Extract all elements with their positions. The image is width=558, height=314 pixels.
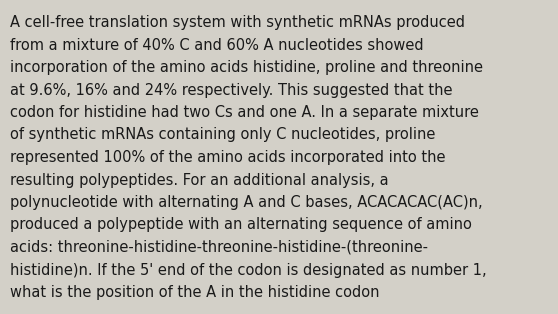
Text: resulting polypeptides. For an additional analysis, a: resulting polypeptides. For an additiona… [10, 172, 388, 187]
Text: what is the position of the A in the histidine codon: what is the position of the A in the his… [10, 285, 379, 300]
Text: polynucleotide with alternating A and C bases, ACACACAC(AC)n,: polynucleotide with alternating A and C … [10, 195, 483, 210]
Text: codon for histidine had two Cs and one A. In a separate mixture: codon for histidine had two Cs and one A… [10, 105, 479, 120]
Text: of synthetic mRNAs containing only C nucleotides, proline: of synthetic mRNAs containing only C nuc… [10, 127, 435, 143]
Text: A cell-free translation system with synthetic mRNAs produced: A cell-free translation system with synt… [10, 15, 465, 30]
Text: acids: threonine-histidine-threonine-histidine-(threonine-: acids: threonine-histidine-threonine-his… [10, 240, 428, 255]
Text: represented 100% of the amino acids incorporated into the: represented 100% of the amino acids inco… [10, 150, 445, 165]
Text: at 9.6%, 16% and 24% respectively. This suggested that the: at 9.6%, 16% and 24% respectively. This … [10, 83, 453, 98]
Text: from a mixture of 40% C and 60% A nucleotides showed: from a mixture of 40% C and 60% A nucleo… [10, 37, 424, 52]
Text: incorporation of the amino acids histidine, proline and threonine: incorporation of the amino acids histidi… [10, 60, 483, 75]
Text: histidine)n. If the 5' end of the codon is designated as number 1,: histidine)n. If the 5' end of the codon … [10, 263, 487, 278]
Text: produced a polypeptide with an alternating sequence of amino: produced a polypeptide with an alternati… [10, 218, 472, 232]
